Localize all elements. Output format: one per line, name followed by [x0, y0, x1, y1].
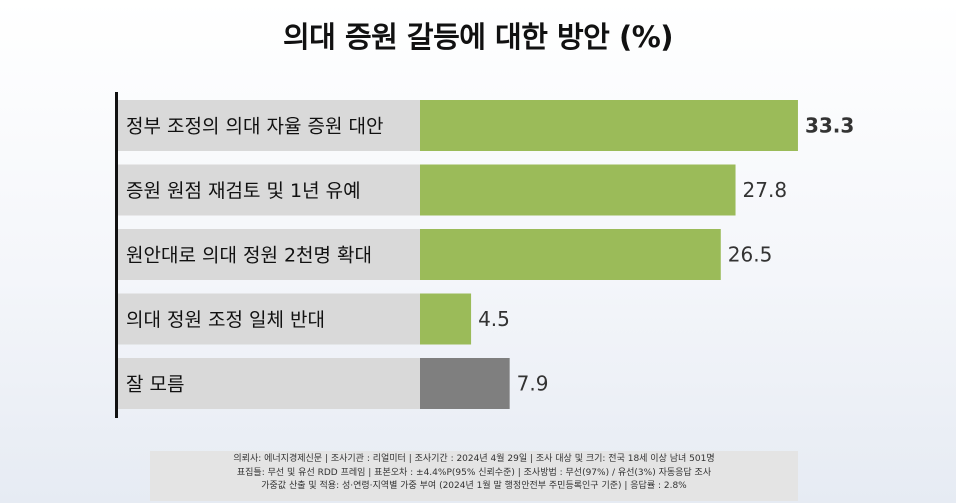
bar — [420, 164, 736, 216]
chart-title: 의대 증원 갈등에 대한 방안 (%) — [282, 20, 674, 54]
category-label-bg — [118, 100, 420, 151]
bars-group: 정부 조정의 의대 자율 증원 대안 33.3 증원 원점 재검토 및 1년 유예 2… — [118, 100, 854, 409]
bar — [420, 100, 798, 151]
category-label-bg — [118, 229, 420, 280]
category-label: 증원 원점 재검토 및 1년 유예 — [126, 180, 361, 202]
category-label-bg — [118, 358, 420, 409]
category-label: 원안대로 의대 정원 2천명 확대 — [126, 245, 372, 267]
value-label: 33.3 — [805, 114, 854, 138]
bar — [420, 358, 510, 409]
value-label: 7.9 — [517, 372, 549, 396]
category-label: 의대 정원 조정 일체 반대 — [126, 309, 325, 331]
survey-footnote: 의뢰사: 에너지경제신문 | 조사기관 : 리얼미터 | 조사기간 : 2024… — [150, 451, 798, 501]
bar — [420, 293, 472, 345]
category-label: 정부 조정의 의대 자율 증원 대안 — [126, 116, 383, 138]
footnote-line-2: 표집틀: 무선 및 유선 RDD 프레임 | 표본오차 : ±4.4%P(95%… — [236, 467, 712, 478]
value-label: 4.5 — [478, 307, 510, 331]
bar — [420, 229, 721, 280]
footnote-line-3: 가중값 산출 및 적용: 성·연령·지역별 가중 부여 (2024년 1월 말 … — [261, 481, 687, 491]
category-label-bg — [118, 293, 420, 345]
category-label-bg — [118, 164, 420, 216]
value-label: 27.8 — [743, 178, 788, 202]
value-label: 26.5 — [728, 243, 773, 267]
category-label: 잘 모름 — [126, 374, 184, 396]
footnote-line-1: 의뢰사: 에너지경제신문 | 조사기관 : 리얼미터 | 조사기간 : 2024… — [233, 454, 715, 464]
